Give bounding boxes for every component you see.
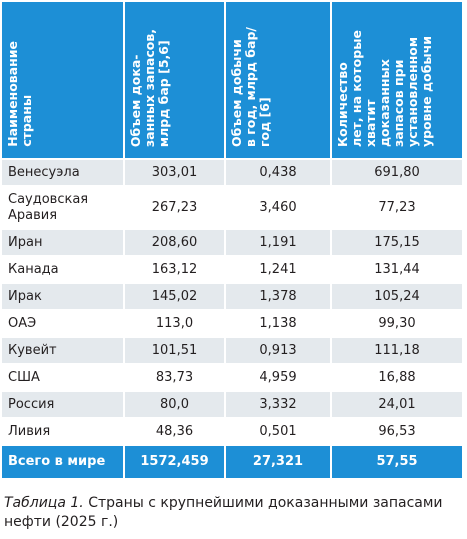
- value-cell: 267,23: [123, 185, 226, 230]
- country-cell: ОАЭ: [0, 309, 125, 338]
- value-cell: 96,53: [330, 417, 464, 446]
- country-cell: Россия: [0, 390, 125, 419]
- table-row: Венесуэла 303,01 0,438 691,80: [0, 158, 464, 187]
- value-cell: 16,88: [330, 363, 464, 392]
- table-row: Ирак 145,02 1,378 105,24: [0, 282, 464, 311]
- table-row: Саудовская Аравия 267,23 3,460 77,23: [0, 185, 464, 230]
- value-cell: 0,913: [224, 336, 332, 365]
- value-cell: 105,24: [330, 282, 464, 311]
- caption-text: Страны с крупнейшими доказанными запасам…: [4, 495, 443, 530]
- column-header-text: Количество лет, на которые хватит доказа…: [335, 29, 434, 147]
- total-value-cell: 57,55: [330, 444, 464, 480]
- value-cell: 163,12: [123, 255, 226, 284]
- country-cell: Саудовская Аравия: [0, 185, 125, 230]
- header-row: Наименование страны Объем дока- занных за…: [0, 0, 464, 160]
- value-cell: 1,138: [224, 309, 332, 338]
- value-cell: 24,01: [330, 390, 464, 419]
- value-cell: 145,02: [123, 282, 226, 311]
- value-cell: 48,36: [123, 417, 226, 446]
- value-cell: 691,80: [330, 158, 464, 187]
- total-row: Всего в мире 1572,459 27,321 57,55: [0, 444, 464, 480]
- total-label-cell: Всего в мире: [0, 444, 125, 480]
- caption: Таблица 1. Страны с крупнейшими доказанн…: [4, 494, 463, 532]
- table-body: Венесуэла 303,01 0,438 691,80 Саудовская Ара…: [0, 158, 464, 480]
- country-cell: Кувейт: [0, 336, 125, 365]
- country-cell: Иран: [0, 228, 125, 257]
- value-cell: 113,0: [123, 309, 226, 338]
- country-cell: Ирак: [0, 282, 125, 311]
- table-row: ОАЭ 113,0 1,138 99,30: [0, 309, 464, 338]
- value-cell: 111,18: [330, 336, 464, 365]
- table-row: Россия 80,0 3,332 24,01: [0, 390, 464, 419]
- table-row: Кувейт 101,51 0,913 111,18: [0, 336, 464, 365]
- country-cell: США: [0, 363, 125, 392]
- value-cell: 175,15: [330, 228, 464, 257]
- column-header-text: Наименование страны: [5, 41, 34, 147]
- country-cell: Ливия: [0, 417, 125, 446]
- column-header: Наименование страны: [0, 0, 125, 160]
- table-row: США 83,73 4,959 16,88: [0, 363, 464, 392]
- value-cell: 1,378: [224, 282, 332, 311]
- table-row: Канада 163,12 1,241 131,44: [0, 255, 464, 284]
- table-row: Ливия 48,36 0,501 96,53: [0, 417, 464, 446]
- table-row: Иран 208,60 1,191 175,15: [0, 228, 464, 257]
- value-cell: 1,191: [224, 228, 332, 257]
- column-header-text: Объем добычи в год, млрд бар/ год [6]: [229, 26, 272, 147]
- value-cell: 101,51: [123, 336, 226, 365]
- value-cell: 208,60: [123, 228, 226, 257]
- country-cell: Канада: [0, 255, 125, 284]
- column-header: Количество лет, на которые хватит доказа…: [330, 0, 464, 160]
- value-cell: 0,438: [224, 158, 332, 187]
- country-cell: Венесуэла: [0, 158, 125, 187]
- value-cell: 303,01: [123, 158, 226, 187]
- value-cell: 83,73: [123, 363, 226, 392]
- value-cell: 3,460: [224, 185, 332, 230]
- column-header: Объем дока- занных запасов, млрд бар [5,…: [123, 0, 226, 160]
- total-value-cell: 1572,459: [123, 444, 226, 480]
- value-cell: 0,501: [224, 417, 332, 446]
- value-cell: 99,30: [330, 309, 464, 338]
- caption-label: Таблица 1.: [4, 495, 84, 511]
- column-header: Объем добычи в год, млрд бар/ год [6]: [224, 0, 332, 160]
- data-table: Наименование страны Объем дока- занных за…: [0, 0, 464, 480]
- total-value-cell: 27,321: [224, 444, 332, 480]
- value-cell: 80,0: [123, 390, 226, 419]
- value-cell: 131,44: [330, 255, 464, 284]
- value-cell: 1,241: [224, 255, 332, 284]
- value-cell: 77,23: [330, 185, 464, 230]
- value-cell: 3,332: [224, 390, 332, 419]
- value-cell: 4,959: [224, 363, 332, 392]
- column-header-text: Объем дока- занных запасов, млрд бар [5,…: [128, 28, 171, 147]
